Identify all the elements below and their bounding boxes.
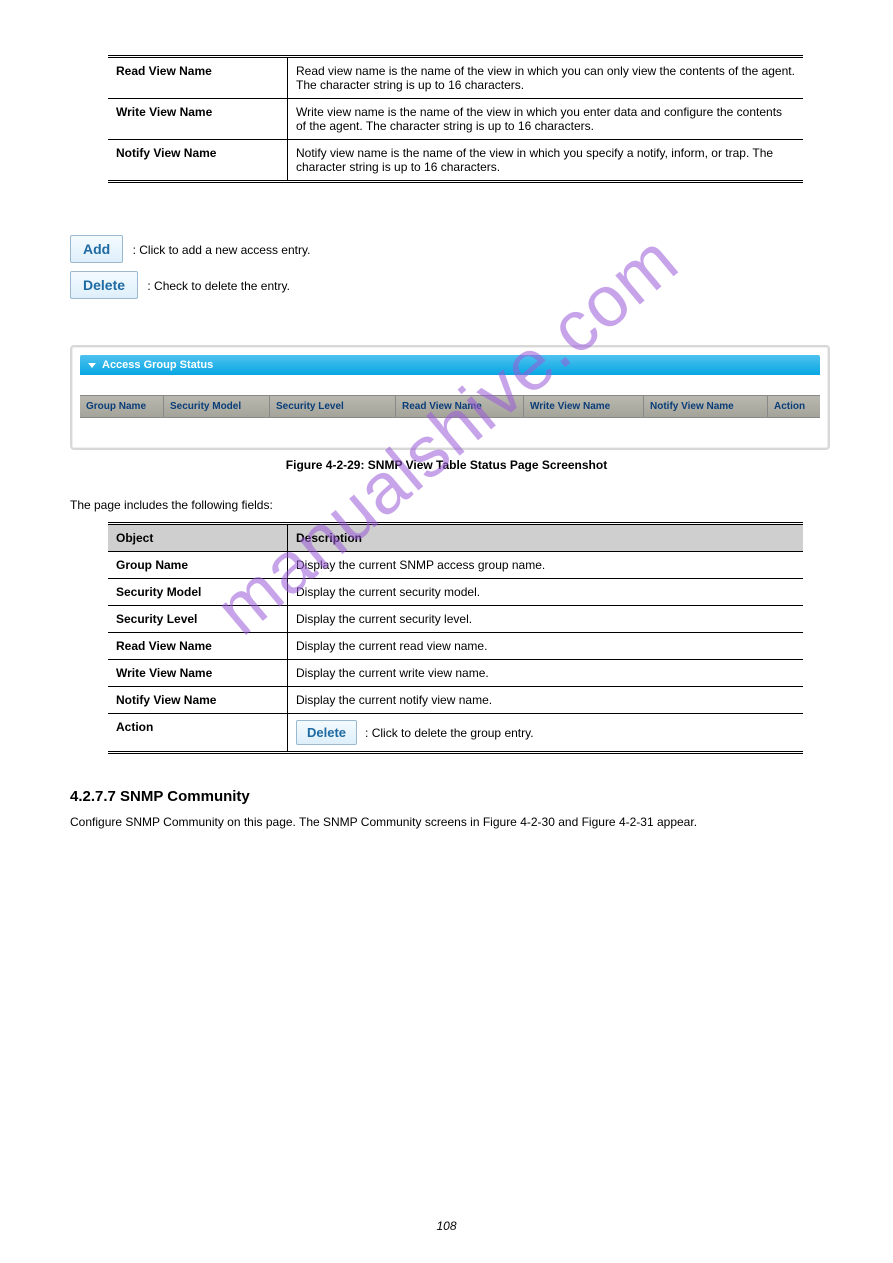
delete-row-desc: : Click to delete the group entry. (365, 726, 534, 740)
delete-button-desc: : Check to delete the entry. (147, 279, 290, 293)
table-row: Group Name Display the current SNMP acce… (108, 552, 803, 579)
section-heading: 4.2.7.7 SNMP Community (70, 788, 823, 805)
spec-desc: Display the current security model. (288, 579, 803, 605)
spec-term: Group Name (108, 552, 288, 578)
add-button[interactable]: Add (70, 235, 123, 263)
spec-term: Write View Name (108, 660, 288, 686)
delete-row-button[interactable]: Delete (296, 720, 357, 745)
chevron-down-icon (88, 363, 96, 368)
col-write-view-name: Write View Name (524, 396, 644, 417)
table-row: Read View Name Read view name is the nam… (108, 58, 803, 99)
spec-header-description: Description (288, 525, 803, 551)
table-row: Read View Name Display the current read … (108, 633, 803, 660)
col-security-level: Security Level (270, 396, 396, 417)
spec-desc: Display the current SNMP access group na… (288, 552, 803, 578)
section-body-mid: and (558, 815, 581, 829)
buttons-description-block: Add : Click to add a new access entry. D… (70, 235, 823, 303)
col-notify-view-name: Notify View Name (644, 396, 768, 417)
table-row: Notify View Name Display the current not… (108, 687, 803, 714)
page-number: 108 (0, 1219, 893, 1233)
table-row: Action Delete : Click to delete the grou… (108, 714, 803, 751)
figure-link-1[interactable]: Figure 4-2-30 (483, 815, 555, 829)
section-body: Configure SNMP Community on this page. T… (70, 815, 823, 829)
spec-term: Action (108, 714, 288, 751)
spec-term: Security Level (108, 606, 288, 632)
table-row: Write View Name Display the current writ… (108, 660, 803, 687)
col-security-model: Security Model (164, 396, 270, 417)
panel-columns-row: Group Name Security Model Security Level… (80, 395, 820, 418)
def-term: Notify View Name (108, 140, 288, 180)
figure-caption: Figure 4-2-29: SNMP View Table Status Pa… (70, 458, 823, 472)
status-intro-text: The page includes the following fields: (70, 498, 823, 512)
add-button-desc: : Click to add a new access entry. (133, 243, 311, 257)
spec-header-object: Object (108, 525, 288, 551)
table-row: Notify View Name Notify view name is the… (108, 140, 803, 180)
def-term: Read View Name (108, 58, 288, 98)
panel-empty-body (80, 418, 820, 440)
def-term: Write View Name (108, 99, 288, 139)
table-row: Security Level Display the current secur… (108, 606, 803, 633)
panel-header[interactable]: Access Group Status (80, 355, 820, 375)
def-desc: Read view name is the name of the view i… (288, 58, 803, 98)
table-row: Write View Name Write view name is the n… (108, 99, 803, 140)
spec-term: Read View Name (108, 633, 288, 659)
def-desc: Notify view name is the name of the view… (288, 140, 803, 180)
spec-desc: Display the current security level. (288, 606, 803, 632)
section-body-1: Configure SNMP Community on this page. T… (70, 815, 483, 829)
spec-table: Object Description Group Name Display th… (108, 522, 803, 754)
table-row: Security Model Display the current secur… (108, 579, 803, 606)
section-body-2: appear. (657, 815, 697, 829)
col-group-name: Group Name (80, 396, 164, 417)
spec-desc: Delete : Click to delete the group entry… (288, 714, 803, 751)
definitions-table: Read View Name Read view name is the nam… (108, 55, 803, 183)
def-desc: Write view name is the name of the view … (288, 99, 803, 139)
spec-term: Security Model (108, 579, 288, 605)
col-action: Action (768, 396, 820, 417)
spec-table-header: Object Description (108, 525, 803, 552)
col-read-view-name: Read View Name (396, 396, 524, 417)
spec-desc: Display the current write view name. (288, 660, 803, 686)
panel-title: Access Group Status (102, 359, 213, 371)
spec-desc: Display the current notify view name. (288, 687, 803, 713)
access-group-status-panel: Access Group Status Group Name Security … (70, 345, 830, 450)
figure-link-2[interactable]: Figure 4-2-31 (582, 815, 654, 829)
delete-button[interactable]: Delete (70, 271, 138, 299)
spec-term: Notify View Name (108, 687, 288, 713)
spec-desc: Display the current read view name. (288, 633, 803, 659)
